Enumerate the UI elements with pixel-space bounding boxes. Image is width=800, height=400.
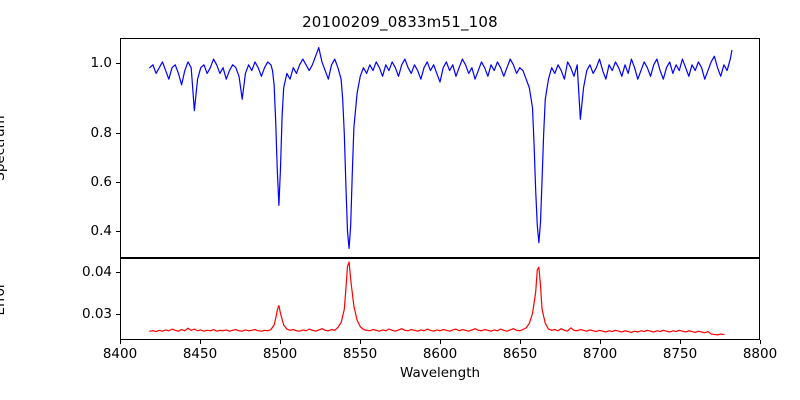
spectrum-data-line: [150, 48, 732, 249]
ytick-label-error-0.04: 0.04: [81, 263, 112, 280]
error-line-chart: [121, 259, 759, 339]
xtick-label-8550: 8550: [342, 346, 378, 362]
ytick-label-spectrum-0.4: 0.4: [90, 223, 112, 240]
xaxis-label: Wavelength: [399, 365, 481, 381]
ytick-mark-spectrum-3: [116, 62, 120, 64]
error-plot-panel: [120, 258, 760, 340]
ytick-label-spectrum-0.8: 0.8: [90, 124, 112, 141]
figure-title: 20100209_0833m51_108: [302, 13, 498, 31]
xtick-label-8600: 8600: [422, 346, 458, 362]
xtick-mark-8450: [200, 340, 202, 344]
ytick-mark-spectrum-0: [116, 132, 120, 134]
spectrum-line-chart: [121, 39, 759, 257]
yaxis-label-error: Error: [0, 282, 8, 316]
xtick-label-8500: 8500: [262, 346, 298, 362]
xtick-mark-8550: [360, 340, 362, 344]
xtick-label-8450: 8450: [182, 346, 218, 362]
error-data-line: [150, 262, 724, 335]
ytick-label-error-0.03: 0.03: [81, 305, 112, 322]
ytick-mark-error-0: [116, 271, 120, 273]
xtick-mark-8400: [120, 340, 122, 344]
xtick-mark-8800: [760, 340, 762, 344]
xtick-mark-8700: [600, 340, 602, 344]
spectrum-plot-panel: [120, 38, 760, 258]
xtick-mark-8600: [440, 340, 442, 344]
xtick-label-8650: 8650: [502, 346, 538, 362]
xtick-label-8400: 8400: [102, 346, 138, 362]
ytick-mark-spectrum-2: [116, 231, 120, 233]
xtick-label-8750: 8750: [662, 346, 698, 362]
xtick-label-8700: 8700: [582, 346, 618, 362]
xtick-mark-8750: [680, 340, 682, 344]
xtick-mark-8650: [520, 340, 522, 344]
xtick-mark-8500: [280, 340, 282, 344]
ytick-mark-spectrum-1: [116, 182, 120, 184]
ytick-mark-error-1: [116, 313, 120, 316]
ytick-label-spectrum-0.6: 0.6: [90, 174, 112, 190]
xtick-label-8800: 8800: [742, 346, 778, 362]
ytick-label-spectrum-1.0: 1.0: [90, 54, 112, 71]
yaxis-label-spectrum: Spectrum: [0, 115, 8, 181]
